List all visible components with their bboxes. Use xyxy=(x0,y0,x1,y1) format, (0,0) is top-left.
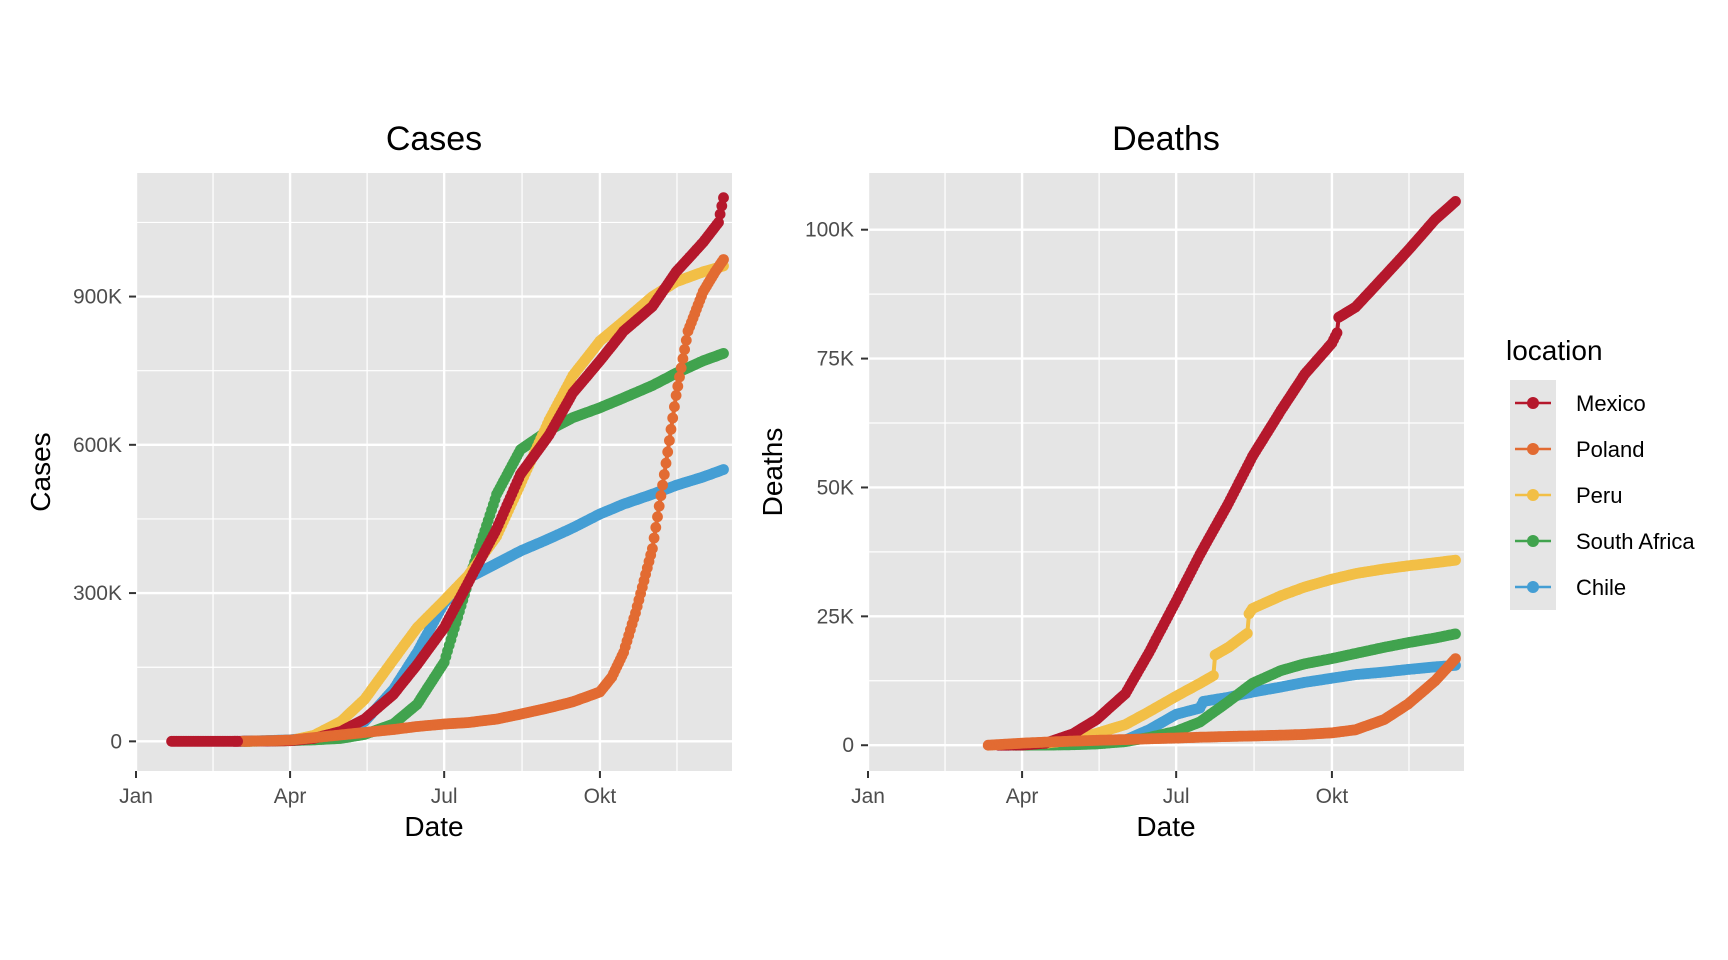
data-point xyxy=(660,457,672,469)
data-point xyxy=(672,380,684,392)
legend-entry-label: Chile xyxy=(1576,575,1626,600)
data-point xyxy=(1450,554,1461,566)
cases-y-tick-label: 0 xyxy=(110,730,122,753)
legend-entry-label: Peru xyxy=(1576,483,1622,508)
deaths-chart: Jan Apr Jul Okt 0 25K 50K 75K 100K Deaths Date D… xyxy=(757,120,1464,842)
legend-items: Mexico Poland Peru South Africa Chile xyxy=(1510,380,1695,610)
legend: location Mexico Poland Peru South Africa Chi… xyxy=(1506,335,1695,610)
deaths-x-tick-label: Okt xyxy=(1316,785,1349,808)
data-point xyxy=(714,208,726,220)
data-point xyxy=(1450,653,1461,664)
data-point xyxy=(680,334,692,346)
cases-y-tick-label: 600K xyxy=(73,434,122,457)
deaths-x-axis-label: Date xyxy=(1136,811,1195,842)
data-point xyxy=(665,423,677,435)
data-point xyxy=(647,543,658,554)
data-point xyxy=(677,353,689,365)
data-point xyxy=(652,511,663,523)
deaths-y-tick-label: 100K xyxy=(805,219,854,242)
data-point xyxy=(674,371,685,383)
legend-key-point xyxy=(1527,443,1539,455)
deaths-x-tick-label: Apr xyxy=(1006,785,1039,808)
legend-entry-label: Poland xyxy=(1576,437,1645,462)
data-point xyxy=(1241,628,1253,639)
data-point xyxy=(1208,670,1219,681)
deaths-y-tick-label: 75K xyxy=(817,348,854,371)
legend-key-point xyxy=(1527,535,1539,547)
data-point xyxy=(718,192,729,204)
legend-entry-south-africa: South Africa xyxy=(1510,518,1695,564)
data-point xyxy=(657,479,668,491)
legend-key-point xyxy=(1527,489,1539,501)
series-poland-cases xyxy=(237,254,729,747)
data-point xyxy=(718,254,729,265)
data-point xyxy=(718,348,729,359)
deaths-y-tick-label: 25K xyxy=(817,605,854,628)
data-point xyxy=(1331,327,1343,339)
legend-entry-chile: Chile xyxy=(1510,564,1626,610)
data-point xyxy=(670,390,682,401)
deaths-y-tick-label: 50K xyxy=(817,476,854,499)
data-point xyxy=(650,522,662,533)
legend-entry-mexico: Mexico xyxy=(1510,380,1646,426)
data-point xyxy=(655,490,667,502)
deaths-y-axis-label: Deaths xyxy=(757,428,788,517)
data-point xyxy=(232,735,244,747)
legend-entry-label: South Africa xyxy=(1576,529,1695,554)
deaths-series xyxy=(982,196,1461,751)
data-point xyxy=(662,446,674,458)
cases-y-tick-label: 900K xyxy=(73,286,122,309)
deaths-title: Deaths xyxy=(1112,120,1220,158)
data-point xyxy=(648,532,660,544)
cases-title: Cases xyxy=(386,120,482,158)
data-point xyxy=(669,401,680,413)
legend-entry-peru: Peru xyxy=(1510,472,1622,518)
legend-title: location xyxy=(1506,335,1603,366)
data-point xyxy=(713,217,724,228)
data-point xyxy=(658,469,670,480)
data-point xyxy=(675,362,687,374)
cases-y-axis-label: Cases xyxy=(25,432,56,511)
cases-x-tick-label: Okt xyxy=(584,785,617,808)
data-point xyxy=(653,500,665,512)
deaths-axes: Jan Apr Jul Okt 0 25K 50K 75K 100K xyxy=(805,219,1348,808)
legend-key-point xyxy=(1527,397,1539,409)
cases-x-tick-label: Jan xyxy=(119,785,153,808)
legend-entry-label: Mexico xyxy=(1576,391,1646,416)
cases-series xyxy=(166,192,729,747)
data-point xyxy=(664,435,675,446)
data-point xyxy=(716,200,728,212)
deaths-y-tick-label: 0 xyxy=(842,734,854,757)
series-poland-deaths xyxy=(982,653,1461,751)
data-point xyxy=(679,344,690,355)
deaths-x-tick-label: Jan xyxy=(851,785,885,808)
legend-key-point xyxy=(1527,581,1539,593)
data-point xyxy=(667,412,679,424)
cases-x-tick-label: Jul xyxy=(431,785,458,808)
series-unlabeled-cases xyxy=(166,735,244,747)
cases-chart: Jan Apr Jul Okt 0 300K 600K 900K Cases Date Cas… xyxy=(25,120,732,842)
data-point xyxy=(718,464,729,475)
deaths-gridlines xyxy=(866,173,1464,771)
data-point xyxy=(1450,196,1461,207)
deaths-x-tick-label: Jul xyxy=(1163,785,1190,808)
legend-entry-poland: Poland xyxy=(1510,426,1645,472)
cases-x-tick-label: Apr xyxy=(274,785,307,808)
cases-x-axis-label: Date xyxy=(404,811,463,842)
cases-y-tick-label: 300K xyxy=(73,582,122,605)
data-point xyxy=(1450,628,1461,640)
cases-axes: Jan Apr Jul Okt 0 300K 600K 900K xyxy=(73,286,616,808)
